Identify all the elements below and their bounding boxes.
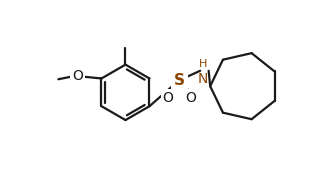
Text: H: H	[199, 59, 208, 69]
Text: N: N	[198, 72, 208, 86]
Text: S: S	[174, 73, 185, 88]
Text: O: O	[162, 91, 173, 105]
Text: O: O	[186, 91, 196, 105]
Text: O: O	[72, 69, 83, 83]
